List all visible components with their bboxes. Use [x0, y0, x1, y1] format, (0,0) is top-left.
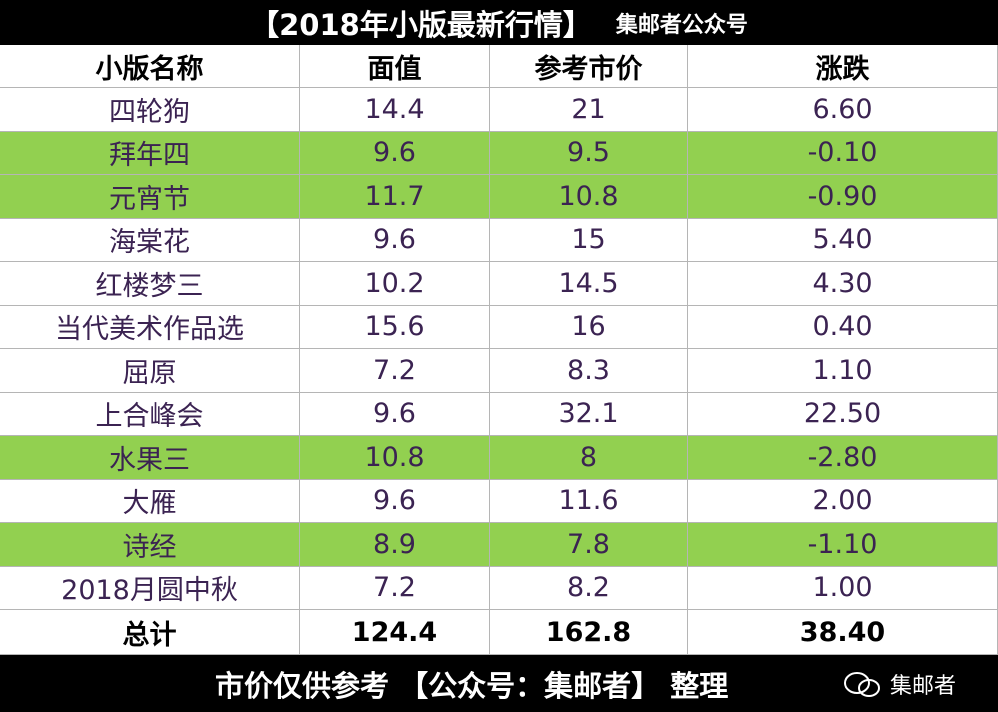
- title: 【2018年小版最新行情】: [250, 7, 592, 42]
- table-cell: -0.10: [688, 131, 998, 175]
- table-cell: 8.2: [490, 566, 688, 610]
- table-cell: 4.30: [688, 262, 998, 306]
- table-cell: 10.8: [490, 175, 688, 219]
- table-cell: 8.9: [300, 523, 490, 567]
- table-cell: 9.6: [300, 392, 490, 436]
- table-cell: 2.00: [688, 479, 998, 523]
- table-cell: -2.80: [688, 436, 998, 480]
- table-cell: 14.5: [490, 262, 688, 306]
- table-cell: 1.10: [688, 349, 998, 393]
- table-cell: 7.2: [300, 566, 490, 610]
- table-cell: 32.1: [490, 392, 688, 436]
- table-cell: 15.6: [300, 305, 490, 349]
- table-cell: 当代美术作品选: [0, 305, 300, 349]
- table-cell: 16: [490, 305, 688, 349]
- table-cell: 9.6: [300, 479, 490, 523]
- table-cell: 拜年四: [0, 131, 300, 175]
- column-header: 面值: [300, 45, 490, 88]
- table-cell: -0.90: [688, 175, 998, 219]
- total-cell: 162.8: [490, 610, 688, 655]
- table-cell: 2018月圆中秋: [0, 566, 300, 610]
- title-bar: 【2018年小版最新行情】 集邮者公众号: [0, 0, 998, 45]
- table-cell: 15: [490, 218, 688, 262]
- table-cell: 0.40: [688, 305, 998, 349]
- total-cell: 124.4: [300, 610, 490, 655]
- table-cell: 7.2: [300, 349, 490, 393]
- table-cell: 红楼梦三: [0, 262, 300, 306]
- table-cell: 元宵节: [0, 175, 300, 219]
- table-cell: 8: [490, 436, 688, 480]
- table-cell: 诗经: [0, 523, 300, 567]
- column-header: 参考市价: [490, 45, 688, 88]
- table-cell: 5.40: [688, 218, 998, 262]
- table-cell: 大雁: [0, 479, 300, 523]
- column-header: 小版名称: [0, 45, 300, 88]
- table-cell: 10.8: [300, 436, 490, 480]
- table-cell: 水果三: [0, 436, 300, 480]
- table-cell: 四轮狗: [0, 88, 300, 132]
- subtitle: 集邮者公众号: [615, 12, 748, 38]
- total-cell: 38.40: [688, 610, 998, 655]
- table-cell: 11.6: [490, 479, 688, 523]
- footer-text: 市价仅供参考 【公众号：集邮者】 整理: [215, 668, 729, 703]
- table-cell: 8.3: [490, 349, 688, 393]
- total-cell: 总计: [0, 610, 300, 655]
- table-cell: 22.50: [688, 392, 998, 436]
- wechat-icon: [844, 672, 880, 697]
- table-cell: 屈原: [0, 349, 300, 393]
- table-cell: 10.2: [300, 262, 490, 306]
- watermark: 集邮者: [890, 673, 957, 699]
- table-cell: 9.5: [490, 131, 688, 175]
- table-cell: 上合峰会: [0, 392, 300, 436]
- table-cell: 海棠花: [0, 218, 300, 262]
- table-cell: -1.10: [688, 523, 998, 567]
- table-cell: 6.60: [688, 88, 998, 132]
- column-header: 涨跌: [688, 45, 998, 88]
- table-cell: 1.00: [688, 566, 998, 610]
- table-cell: 11.7: [300, 175, 490, 219]
- table-cell: 7.8: [490, 523, 688, 567]
- table-cell: 14.4: [300, 88, 490, 132]
- table-cell: 9.6: [300, 131, 490, 175]
- table-cell: 9.6: [300, 218, 490, 262]
- table-cell: 21: [490, 88, 688, 132]
- footer-bar: 市价仅供参考 【公众号：集邮者】 整理 集邮者: [0, 655, 998, 712]
